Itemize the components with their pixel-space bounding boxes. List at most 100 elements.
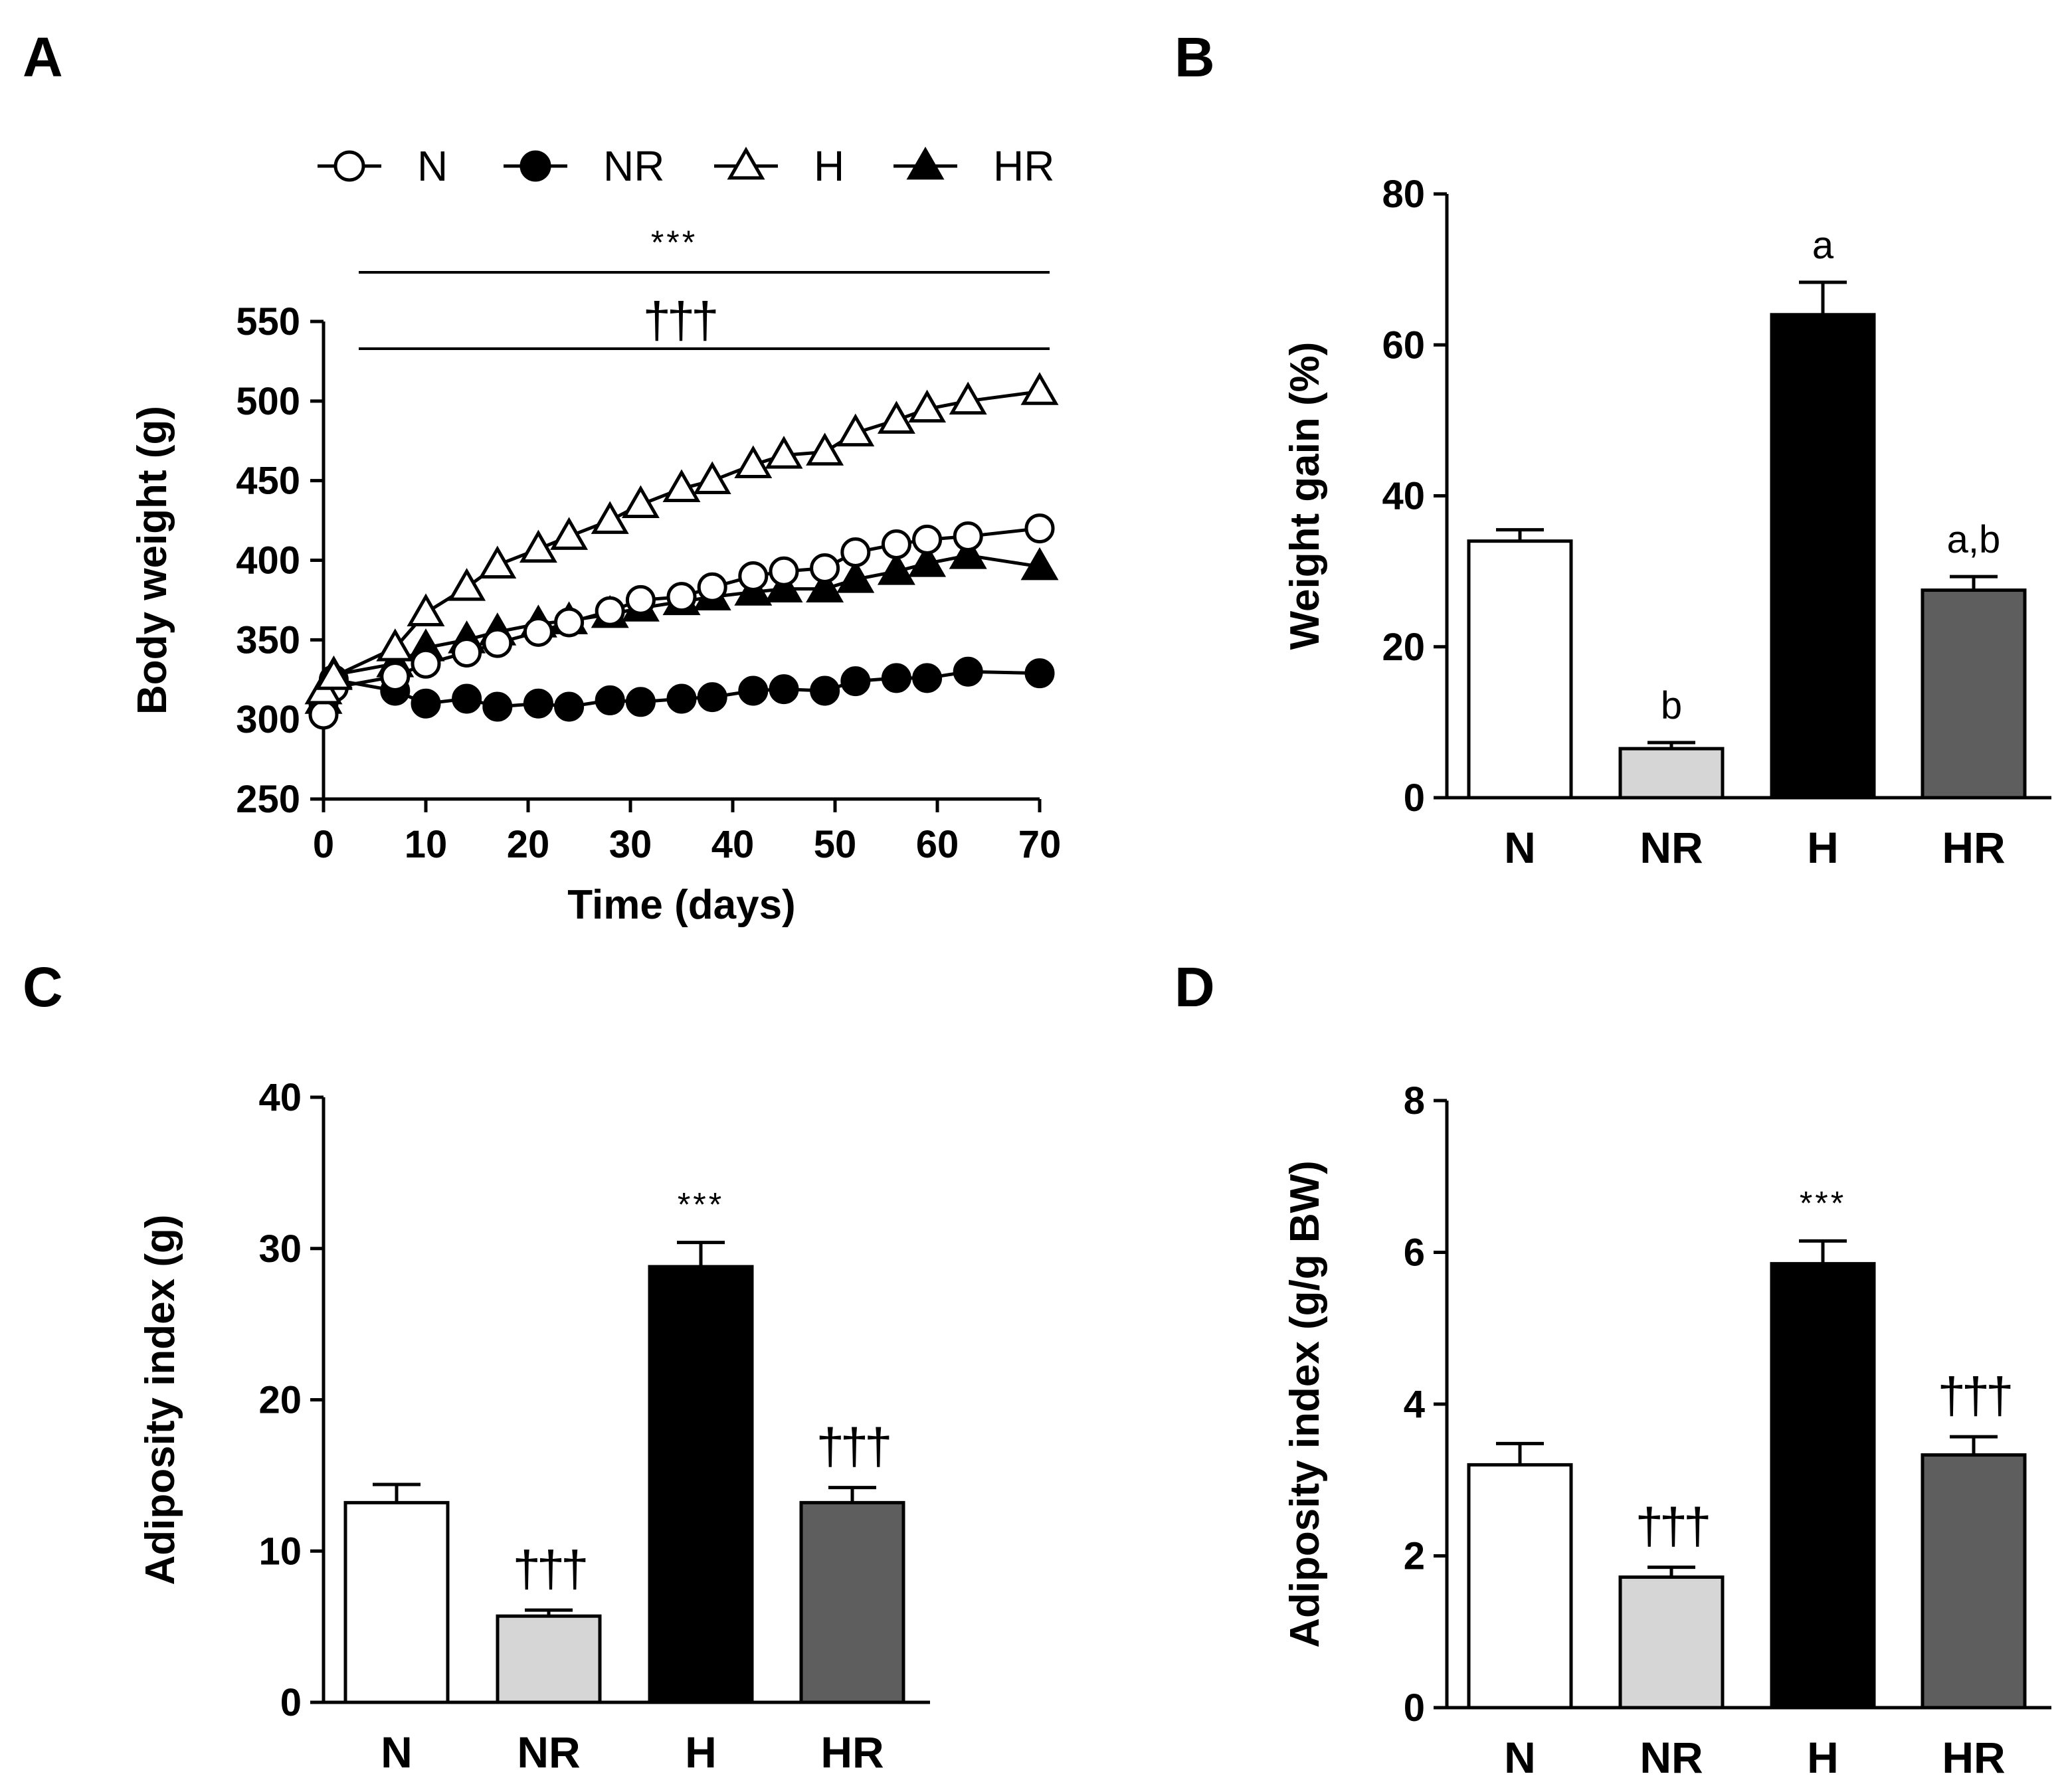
bar-annotation: ††† bbox=[816, 1419, 890, 1475]
y-tick-label: 30 bbox=[258, 1227, 302, 1271]
y-tick-label: 350 bbox=[236, 618, 300, 662]
x-category-label: HR bbox=[1942, 1733, 2005, 1782]
bar-nr bbox=[1618, 747, 1725, 800]
y-tick-label: 400 bbox=[236, 539, 300, 582]
y-tick-label: 450 bbox=[236, 460, 300, 503]
data-point-h bbox=[734, 445, 773, 479]
y-tick-label: 0 bbox=[1404, 1686, 1425, 1730]
x-tick-label: 20 bbox=[507, 823, 550, 866]
data-point-n bbox=[380, 661, 411, 691]
legend-label-nr: NR bbox=[603, 142, 664, 190]
legend-label-hr: HR bbox=[993, 142, 1054, 190]
data-point-hr bbox=[877, 552, 915, 585]
data-point-nr bbox=[840, 666, 871, 697]
panel-a-line-chart: 250 300 350 400 450 500 550 0 10 20 30 40 50 60 70 Time… bbox=[130, 142, 1061, 928]
bar-n bbox=[343, 1500, 450, 1704]
data-point-h bbox=[519, 529, 557, 563]
bar-h bbox=[648, 1265, 754, 1704]
panel-b-bar-chart: 0 20 40 60 80 Weight gain (%) N NR b Ha HR a,b bbox=[1282, 173, 2051, 872]
bar-annotation: ††† bbox=[513, 1541, 587, 1597]
data-point-nr bbox=[625, 687, 656, 717]
data-point-nr bbox=[769, 674, 799, 705]
data-point-h bbox=[376, 628, 415, 662]
legend-marker-n bbox=[333, 150, 365, 182]
data-point-nr bbox=[452, 683, 482, 714]
data-point-h bbox=[550, 517, 589, 550]
y-tick-label: 0 bbox=[280, 1681, 302, 1724]
bar-hr bbox=[1921, 1453, 2027, 1710]
y-tick-label: 300 bbox=[236, 698, 300, 741]
y-tick-label: 20 bbox=[1382, 626, 1425, 669]
data-point-n bbox=[308, 699, 339, 730]
data-point-nr bbox=[482, 691, 513, 722]
x-category-label: HR bbox=[820, 1728, 884, 1777]
y-tick-label: 550 bbox=[236, 300, 300, 343]
bar-hr bbox=[1921, 588, 2027, 800]
data-point-h bbox=[908, 389, 947, 423]
data-point-nr bbox=[881, 663, 911, 693]
data-point-hr bbox=[1020, 547, 1059, 581]
y-tick-label: 10 bbox=[258, 1530, 302, 1573]
x-axis-title: Time (days) bbox=[567, 882, 795, 928]
x-tick-label: 30 bbox=[609, 823, 652, 866]
bar-nr bbox=[496, 1614, 602, 1704]
data-point-h bbox=[314, 657, 353, 690]
legend-marker-nr bbox=[519, 150, 551, 182]
bar-n bbox=[1467, 539, 1573, 800]
y-tick-label: 250 bbox=[236, 778, 300, 821]
bar-n bbox=[1467, 1463, 1573, 1710]
data-point-h bbox=[877, 401, 915, 434]
x-tick-label: 70 bbox=[1018, 823, 1062, 866]
data-point-h bbox=[448, 568, 486, 601]
x-category-label: NR bbox=[517, 1728, 580, 1777]
y-tick-label: 500 bbox=[236, 380, 300, 423]
data-point-nr bbox=[523, 688, 553, 719]
data-point-n bbox=[840, 537, 871, 568]
data-point-nr bbox=[697, 682, 727, 713]
y-tick-label: 60 bbox=[1382, 323, 1425, 367]
legend-marker-hr bbox=[906, 146, 945, 180]
y-axis-title: Body weight (g) bbox=[130, 406, 175, 715]
data-point-hr bbox=[949, 536, 987, 569]
y-axis-title: Adiposity index (g) bbox=[138, 1215, 183, 1585]
bar-annotation: b bbox=[1661, 684, 1682, 727]
data-point-n bbox=[769, 556, 799, 586]
data-point-n bbox=[523, 616, 553, 647]
data-point-nr bbox=[666, 683, 697, 714]
data-point-nr bbox=[953, 656, 983, 687]
data-point-h bbox=[407, 593, 445, 626]
panel-letter-c: C bbox=[23, 956, 63, 1018]
data-point-hr bbox=[836, 560, 875, 593]
y-tick-label: 2 bbox=[1404, 1535, 1425, 1578]
x-category-label: NR bbox=[1640, 1733, 1703, 1782]
bar-annotation: ††† bbox=[1938, 1368, 2012, 1424]
data-point-nr bbox=[810, 675, 840, 706]
data-point-n bbox=[554, 607, 585, 638]
data-point-nr bbox=[554, 691, 585, 722]
y-tick-label: 20 bbox=[258, 1379, 302, 1422]
bar-h bbox=[1770, 313, 1876, 800]
data-point-h bbox=[662, 469, 701, 502]
data-point-n bbox=[625, 584, 656, 615]
significance-stars: *** bbox=[651, 224, 698, 261]
panel-d-bar-chart: 0 2 4 6 8 Adiposity index (g/g BW) N NR ††† H *** H… bbox=[1282, 1079, 2051, 1782]
panel-c-bar-chart: 0 10 20 30 40 Adiposity index (g) N NR ††† H *** HR… bbox=[138, 1076, 930, 1777]
y-tick-label: 6 bbox=[1404, 1231, 1425, 1275]
data-point-h bbox=[1020, 372, 1059, 405]
x-tick-label: 10 bbox=[405, 823, 448, 866]
panel-letter-b: B bbox=[1174, 26, 1215, 88]
data-point-n bbox=[738, 561, 769, 591]
data-point-h bbox=[591, 501, 629, 534]
data-point-h bbox=[765, 436, 803, 469]
bar-hr bbox=[799, 1500, 905, 1704]
bar-nr bbox=[1618, 1575, 1725, 1710]
data-point-hr bbox=[806, 569, 844, 602]
data-point-h bbox=[949, 381, 987, 415]
data-point-n bbox=[881, 529, 911, 560]
x-tick-label: 40 bbox=[711, 823, 755, 866]
x-category-label: HR bbox=[1942, 823, 2005, 872]
y-tick-label: 4 bbox=[1404, 1383, 1425, 1426]
data-point-n bbox=[953, 521, 983, 552]
legend-label-h: H bbox=[814, 142, 844, 190]
